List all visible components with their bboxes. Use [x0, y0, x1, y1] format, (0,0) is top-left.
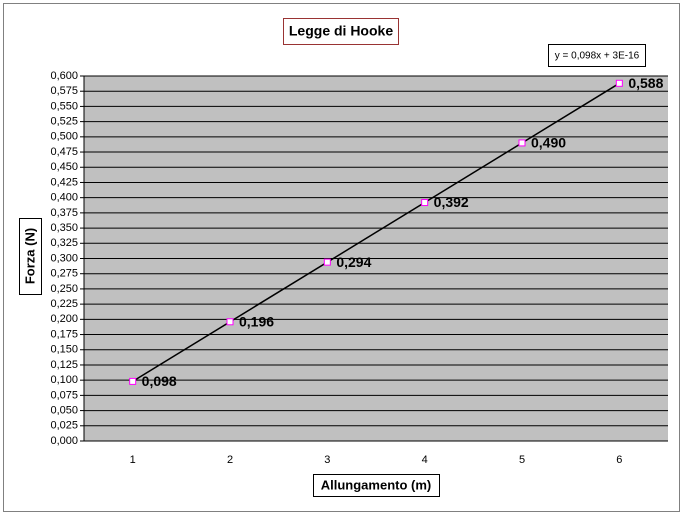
- data-point: [518, 139, 526, 147]
- x-tick-label: 5: [519, 454, 525, 466]
- y-tick-label: 0,375: [50, 207, 78, 219]
- x-label-box: [313, 474, 440, 497]
- y-tick-label: 0,200: [50, 313, 78, 325]
- trendline: [132, 82, 620, 383]
- y-tick-label: 0,050: [50, 404, 78, 416]
- y-tick-label: 0,600: [50, 70, 78, 82]
- y-tick-label: 0,275: [50, 268, 78, 280]
- data-label: 0,196: [239, 313, 274, 329]
- data-point: [615, 79, 623, 87]
- y-tick-label: 0,225: [50, 298, 78, 310]
- data-point: [129, 377, 137, 385]
- title-box: [283, 18, 399, 45]
- trendline-equation: y = 0,098x + 3E-16: [555, 51, 640, 62]
- chart-title: Legge di Hooke: [289, 23, 393, 39]
- y-tick-label: 0,000: [50, 435, 78, 447]
- data-point: [323, 258, 331, 266]
- y-tick-label: 0,525: [50, 116, 78, 128]
- y-tick-label: 0,250: [50, 283, 78, 295]
- equation-box: [548, 44, 646, 67]
- data-label: 0,392: [434, 194, 469, 210]
- data-label: 0,588: [628, 75, 663, 91]
- data-label: 0,098: [142, 373, 177, 389]
- x-axis-label: Allungamento (m): [321, 477, 432, 492]
- y-axis-label: Forza (N): [22, 228, 37, 284]
- data-label: 0,490: [531, 135, 566, 151]
- x-tick-label: 6: [616, 454, 622, 466]
- y-tick-label: 0,500: [50, 131, 78, 143]
- data-point: [226, 318, 234, 326]
- y-tick-label: 0,100: [50, 374, 78, 386]
- y-tick-label: 0,575: [50, 85, 78, 97]
- data-point: [421, 199, 429, 207]
- y-tick-label: 0,125: [50, 359, 78, 371]
- y-tick-label: 0,150: [50, 344, 78, 356]
- y-tick-label: 0,550: [50, 100, 78, 112]
- y-tick-label: 0,075: [50, 389, 78, 401]
- x-tick-label: 3: [324, 454, 330, 466]
- y-tick-label: 0,425: [50, 176, 78, 188]
- x-tick-label: 1: [130, 454, 136, 466]
- x-tick-label: 2: [227, 454, 233, 466]
- y-tick-label: 0,325: [50, 237, 78, 249]
- x-tick-label: 4: [422, 454, 428, 466]
- y-tick-label: 0,350: [50, 222, 78, 234]
- y-tick-label: 0,450: [50, 161, 78, 173]
- y-tick-label: 0,400: [50, 192, 78, 204]
- y-tick-label: 0,300: [50, 252, 78, 264]
- y-tick-label: 0,475: [50, 146, 78, 158]
- data-label: 0,294: [336, 254, 371, 270]
- y-tick-label: 0,175: [50, 328, 78, 340]
- y-tick-label: 0,025: [50, 420, 78, 432]
- y-label-box: [19, 218, 42, 295]
